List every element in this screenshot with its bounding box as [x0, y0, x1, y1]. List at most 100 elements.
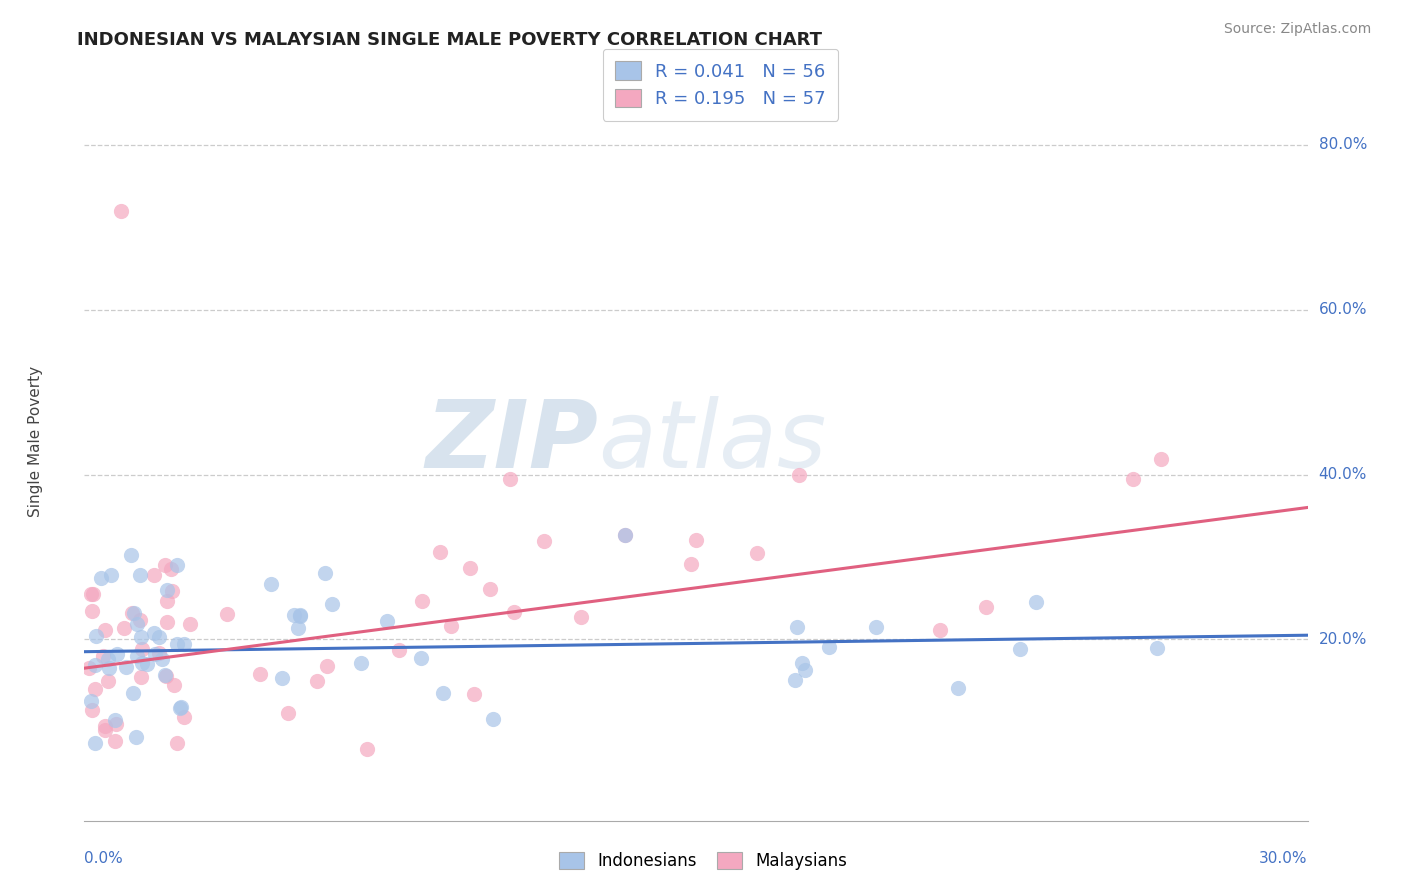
- Point: [314, 566, 336, 580]
- Point: [356, 741, 378, 756]
- Point: [1146, 640, 1168, 655]
- Point: [80, 694, 103, 708]
- Point: [614, 528, 637, 542]
- Point: [463, 687, 485, 701]
- Point: [80, 603, 103, 617]
- Point: [305, 674, 328, 689]
- Point: [432, 686, 454, 700]
- Point: [288, 609, 311, 624]
- Text: atlas: atlas: [598, 396, 827, 487]
- Point: [375, 614, 398, 628]
- Point: [785, 673, 807, 687]
- Point: [104, 733, 127, 747]
- Point: [818, 640, 841, 654]
- Point: [685, 533, 707, 547]
- Point: [169, 701, 191, 715]
- Point: [350, 656, 373, 670]
- Point: [217, 607, 239, 621]
- Text: 80.0%: 80.0%: [1319, 137, 1367, 153]
- Point: [1149, 452, 1171, 467]
- Point: [440, 619, 463, 633]
- Text: ZIP: ZIP: [425, 395, 598, 488]
- Point: [83, 681, 105, 696]
- Point: [129, 630, 152, 644]
- Point: [533, 534, 555, 549]
- Point: [787, 467, 810, 482]
- Point: [1025, 595, 1047, 609]
- Point: [974, 599, 997, 614]
- Point: [277, 706, 299, 720]
- Point: [142, 568, 165, 582]
- Point: [148, 646, 170, 660]
- Point: [156, 615, 179, 629]
- Point: [120, 548, 142, 562]
- Point: [946, 681, 969, 696]
- Point: [105, 647, 128, 661]
- Point: [122, 606, 145, 620]
- Point: [170, 700, 193, 714]
- Point: [136, 657, 159, 671]
- Point: [156, 594, 179, 608]
- Point: [166, 736, 188, 750]
- Point: [681, 557, 703, 571]
- Point: [173, 637, 195, 651]
- Point: [97, 651, 120, 665]
- Point: [110, 203, 132, 218]
- Point: [429, 544, 451, 558]
- Point: [179, 616, 201, 631]
- Point: [928, 623, 950, 637]
- Text: 20.0%: 20.0%: [1319, 632, 1367, 647]
- Point: [271, 671, 294, 685]
- Point: [321, 597, 343, 611]
- Point: [173, 710, 195, 724]
- Point: [288, 607, 311, 622]
- Point: [1008, 642, 1031, 657]
- Point: [94, 719, 117, 733]
- Point: [127, 617, 149, 632]
- Point: [128, 567, 150, 582]
- Point: [121, 686, 143, 700]
- Point: [104, 713, 127, 727]
- Text: Single Male Poverty: Single Male Poverty: [28, 366, 44, 517]
- Point: [93, 624, 115, 638]
- Point: [166, 636, 188, 650]
- Point: [411, 594, 433, 608]
- Point: [125, 730, 148, 744]
- Point: [569, 610, 592, 624]
- Text: 40.0%: 40.0%: [1319, 467, 1367, 482]
- Point: [148, 630, 170, 644]
- Point: [156, 582, 179, 597]
- Point: [478, 582, 501, 596]
- Point: [90, 571, 112, 585]
- Point: [127, 648, 149, 663]
- Legend: Indonesians, Malaysians: Indonesians, Malaysians: [553, 845, 853, 877]
- Point: [150, 652, 173, 666]
- Point: [503, 605, 526, 619]
- Point: [80, 703, 103, 717]
- Point: [786, 620, 808, 634]
- Point: [114, 660, 136, 674]
- Text: 0.0%: 0.0%: [84, 851, 124, 866]
- Point: [77, 661, 100, 675]
- Text: INDONESIAN VS MALAYSIAN SINGLE MALE POVERTY CORRELATION CHART: INDONESIAN VS MALAYSIAN SINGLE MALE POVE…: [77, 31, 823, 49]
- Point: [129, 670, 152, 684]
- Point: [82, 587, 104, 601]
- Point: [104, 717, 127, 731]
- Point: [80, 587, 103, 601]
- Point: [794, 663, 817, 677]
- Point: [98, 661, 121, 675]
- Point: [112, 622, 135, 636]
- Point: [142, 625, 165, 640]
- Text: 30.0%: 30.0%: [1260, 851, 1308, 866]
- Point: [131, 656, 153, 670]
- Point: [411, 650, 433, 665]
- Point: [865, 620, 887, 634]
- Point: [260, 577, 283, 591]
- Point: [100, 568, 122, 582]
- Point: [163, 678, 186, 692]
- Point: [498, 472, 520, 486]
- Point: [84, 629, 107, 643]
- Point: [121, 607, 143, 621]
- Point: [162, 583, 184, 598]
- Point: [315, 658, 337, 673]
